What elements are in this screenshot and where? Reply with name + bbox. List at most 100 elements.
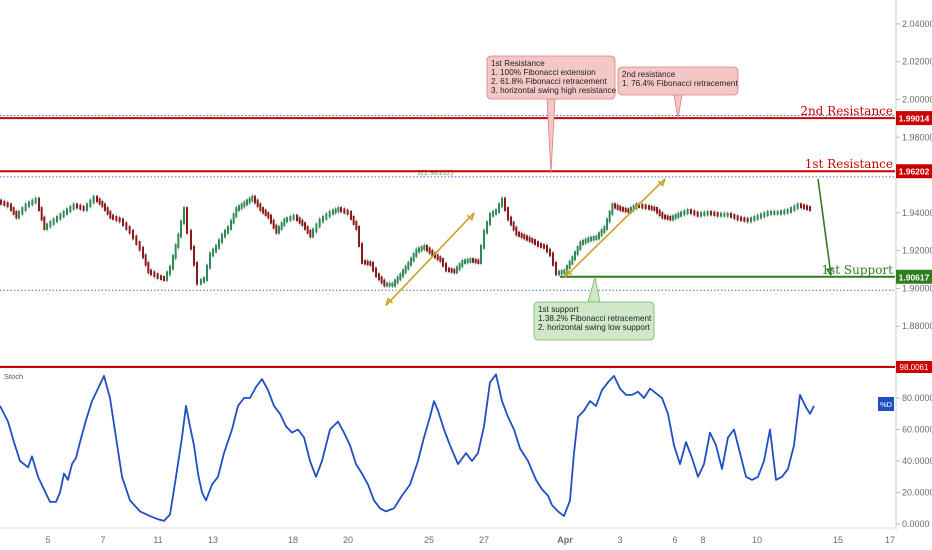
candle-body — [391, 282, 394, 287]
candle-body — [426, 244, 428, 252]
fib-extension-arrow-head — [466, 212, 475, 221]
candle-body — [286, 217, 288, 223]
candle-body — [224, 229, 226, 238]
candle-body — [153, 271, 156, 278]
candle-body — [480, 244, 482, 264]
candle-body — [96, 195, 98, 203]
price-tick-label: 1.90000 — [902, 283, 932, 293]
annotation-pointer — [587, 276, 601, 303]
x-tick-label: 7 — [100, 535, 105, 545]
candle-body — [507, 207, 509, 221]
candle-body — [710, 210, 712, 216]
candle-body — [664, 214, 666, 220]
candle-body — [174, 244, 177, 259]
candle-body — [243, 201, 246, 208]
candle-body — [366, 260, 369, 266]
candle-body — [492, 210, 494, 217]
candle-body — [112, 214, 114, 220]
candle-body — [118, 217, 121, 223]
x-tick-label: 25 — [424, 535, 434, 545]
candle-body — [372, 261, 374, 272]
candle-body — [86, 203, 88, 212]
x-tick-label: 15 — [833, 535, 843, 545]
level-price-tag — [896, 269, 932, 284]
candle-body — [763, 212, 766, 218]
candle-body — [796, 203, 799, 210]
candle-body — [43, 216, 46, 230]
candle-body — [576, 246, 579, 256]
candle-body — [270, 214, 272, 224]
candle-body — [66, 208, 68, 215]
candle-body — [21, 207, 24, 215]
annotation-pointer — [673, 94, 683, 119]
candle-body — [809, 206, 811, 212]
candle-body — [18, 210, 20, 219]
candle-body — [383, 279, 386, 287]
price-tick-label: 2.04000 — [902, 19, 932, 29]
candle-body — [125, 222, 128, 230]
candle-body — [644, 204, 647, 210]
candle-body — [280, 222, 283, 230]
candle-body — [289, 215, 292, 222]
candle-body — [489, 212, 491, 226]
candle-body — [248, 197, 251, 204]
candle-body — [361, 242, 363, 264]
level-price-tag — [896, 164, 932, 179]
candle-body — [606, 218, 608, 230]
candle-body — [215, 244, 217, 253]
candle-body — [445, 262, 447, 272]
candle-body — [82, 205, 85, 212]
candle-body — [534, 239, 536, 246]
candle-body — [472, 258, 474, 263]
candle-body — [10, 203, 12, 212]
candle-body — [388, 282, 391, 287]
level-name-label: 2nd Resistance — [800, 104, 893, 118]
level-price-value: 1.96202 — [899, 167, 930, 177]
candle-body — [498, 203, 500, 213]
candle-body — [298, 217, 301, 224]
candle-body — [793, 205, 796, 212]
candle-body — [15, 210, 18, 219]
candle-body — [328, 210, 331, 218]
candle-body — [337, 207, 340, 213]
candle-body — [394, 279, 396, 287]
candle-body — [101, 200, 104, 208]
candle-body — [340, 207, 342, 213]
candle-body — [275, 224, 278, 234]
candle-body — [474, 258, 477, 264]
candle-body — [700, 212, 702, 217]
candle-body — [598, 232, 600, 240]
candle-body — [690, 208, 692, 215]
candle-body — [166, 271, 168, 281]
candle-body — [431, 249, 434, 257]
candle-body — [221, 233, 223, 244]
annotation-box — [533, 301, 655, 341]
candle-body — [404, 265, 407, 274]
candle-body — [428, 247, 431, 254]
candle-body — [658, 209, 661, 217]
candle-body — [746, 217, 749, 223]
candle-body — [549, 248, 551, 257]
candle-body — [674, 213, 677, 220]
level-name-label: 1st Resistance — [805, 157, 893, 171]
candle-body — [461, 259, 464, 268]
candle-body — [650, 205, 653, 211]
x-tick-label: 8 — [700, 535, 705, 545]
stoch-legend-badge — [878, 397, 894, 411]
fib-extension-arrow — [385, 212, 475, 306]
x-tick-label: 5 — [45, 535, 50, 545]
fib-marker-label: 1(1.96102) — [417, 168, 454, 177]
candle-body — [190, 229, 192, 250]
candle-body — [56, 215, 58, 223]
stoch-tick-label: 60.0000 — [902, 425, 932, 435]
candle-body — [227, 225, 229, 234]
candle-body — [122, 218, 124, 227]
stoch-tick-label: 0.0000 — [902, 519, 930, 529]
candle-body — [62, 210, 65, 218]
candle-body — [256, 199, 259, 208]
candle-body — [267, 212, 270, 219]
annotation-title: 1st Resistance — [491, 59, 545, 68]
level-name-label: 1st Support — [821, 263, 893, 277]
candle-body — [750, 217, 752, 223]
